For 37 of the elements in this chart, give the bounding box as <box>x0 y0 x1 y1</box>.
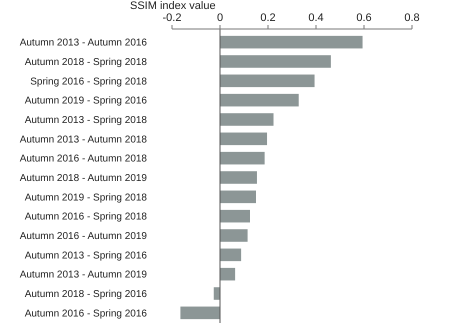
bar <box>220 94 299 106</box>
y-tick-label: Autumn 2016 - Spring 2018 <box>24 212 148 223</box>
y-tick-label: Spring 2016 - Spring 2018 <box>30 76 148 88</box>
y-tick-label: Autumn 2018 - Autumn 2019 <box>20 173 148 184</box>
y-tick-label: Autumn 2013 - Spring 2018 <box>24 114 148 126</box>
bar <box>220 74 315 88</box>
y-tick-label: Autumn 2016 - Spring 2016 <box>24 308 148 320</box>
x-tick-label: 0 <box>216 12 224 24</box>
bar <box>220 55 331 68</box>
bar <box>180 306 220 320</box>
bar <box>220 210 250 222</box>
y-tick-label: Autumn 2018 - Spring 2016 <box>24 289 148 300</box>
x-tick-label: -0.2 <box>162 12 182 24</box>
y-tick-label: Autumn 2019 - Spring 2016 <box>24 96 148 107</box>
y-tick-label: Autumn 2016 - Autumn 2018 <box>20 154 148 165</box>
y-tick-label: Autumn 2018 - Spring 2018 <box>24 56 148 68</box>
bar <box>220 113 274 126</box>
x-tick-label: 0.8 <box>404 12 420 24</box>
y-tick-label: Autumn 2019 - Spring 2018 <box>24 192 148 204</box>
bar <box>220 268 236 280</box>
y-tick-label: Autumn 2013 - Autumn 2016 <box>20 38 148 49</box>
x-tick-label: 0.6 <box>356 12 372 24</box>
bar <box>220 229 248 242</box>
bar <box>220 190 256 204</box>
y-tick-label: Autumn 2013 - Autumn 2018 <box>20 134 148 146</box>
bar <box>220 152 265 164</box>
x-axis-title: SSIM index value <box>130 0 216 12</box>
bar <box>220 36 363 48</box>
bar <box>220 248 242 262</box>
bar <box>220 171 257 184</box>
x-tick-label: 0.4 <box>308 12 324 24</box>
x-tick-label: 0.2 <box>260 12 276 24</box>
y-tick-label: Autumn 2013 - Autumn 2019 <box>20 270 148 281</box>
bar <box>220 132 268 146</box>
bar <box>214 287 220 300</box>
y-tick-label: Autumn 2013 - Spring 2016 <box>24 250 148 262</box>
y-tick-label: Autumn 2016 - Autumn 2019 <box>20 231 148 242</box>
